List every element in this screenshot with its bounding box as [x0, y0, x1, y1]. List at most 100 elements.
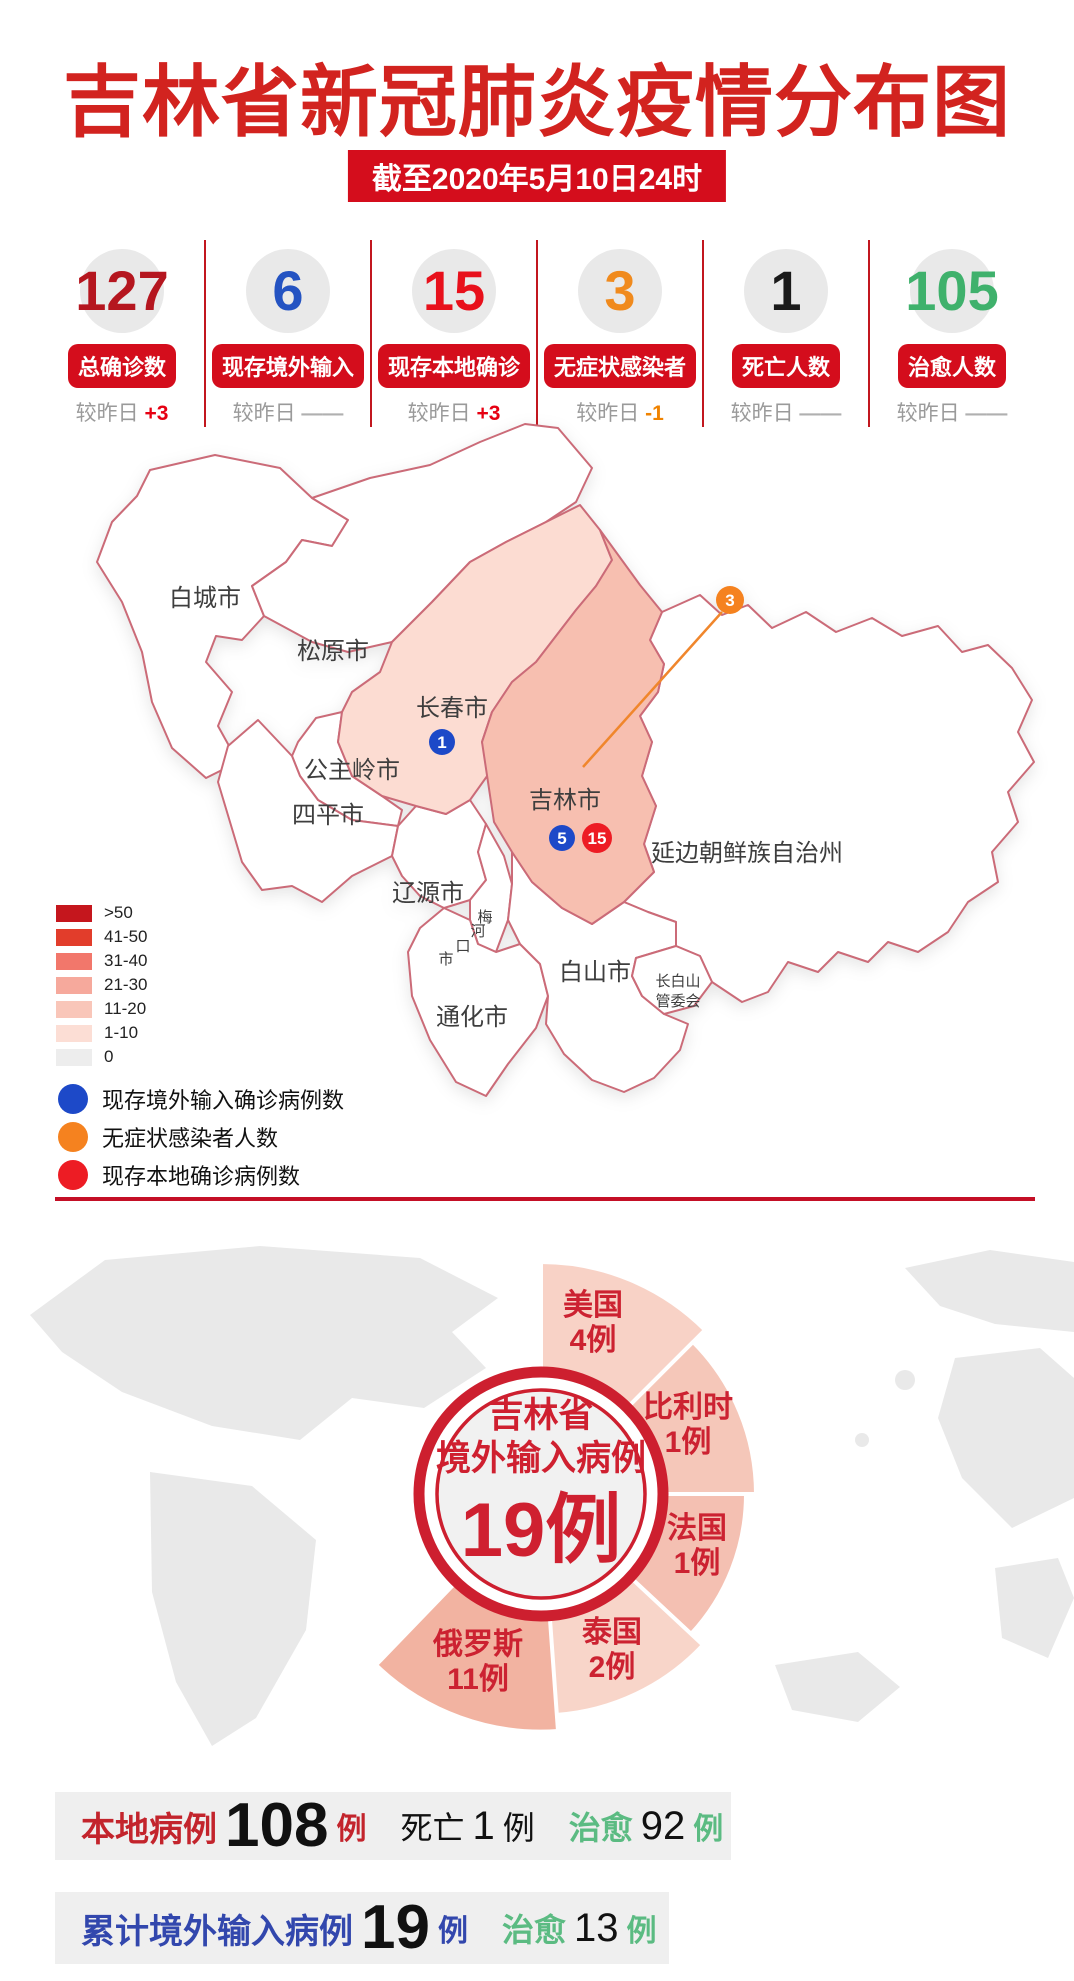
imported-cases-pie-chart: 美国 4例 比利时 1例 法国 1例 泰国 2例 俄罗斯 11例 吉林省 境外输…	[374, 1260, 758, 1734]
stat-active-local: 15 现存本地确诊 较昨日 +3	[370, 240, 536, 427]
marker-jilin-imported-value: 5	[557, 829, 566, 848]
label-changchun: 长春市	[416, 695, 488, 722]
pie-label-france-country: 法国	[667, 1512, 727, 1545]
label-gongzhuling: 公主岭市	[304, 757, 400, 784]
pie-label-thailand-cases: 2例	[589, 1651, 636, 1684]
imported-cases-summary-bar: 累计境外输入病例 19 例 治愈 13 例	[55, 1892, 669, 1964]
region-tonghua	[407, 907, 549, 1097]
stat-label-pill: 现存本地确诊	[377, 344, 530, 388]
legend-range-row: 1-10	[56, 1021, 147, 1045]
cured-unit: 例	[693, 1813, 724, 1846]
legend-dot-row: 现存本地确诊病例数	[58, 1156, 344, 1194]
stat-label-pill: 治愈人数	[897, 344, 1006, 388]
continent-europe	[905, 1250, 1074, 1332]
imported-cases-unit: 例	[437, 1915, 468, 1948]
stat-asymptomatic: 3 无症状感染者 较昨日 -1	[536, 240, 702, 427]
red-dot-icon	[58, 1160, 88, 1190]
pie-center-title-line2: 境外输入病例	[436, 1439, 646, 1478]
cured-value: 92	[640, 1803, 686, 1848]
stat-value-circle: 105	[870, 244, 1034, 338]
label-jilin: 吉林市	[529, 787, 601, 814]
legend-swatch	[56, 976, 92, 994]
as-of-date-banner: 截至2020年5月10日24时	[347, 150, 727, 202]
label-changbaishan-line2: 管委会	[655, 993, 700, 1010]
pie-label-russia-cases: 11例	[447, 1663, 509, 1696]
stat-delta: 较昨日 ——	[232, 402, 344, 425]
marker-jilin-asymptomatic-dot	[716, 586, 744, 614]
pie-label-belgium-cases: 1例	[665, 1426, 712, 1459]
continent-asia	[938, 1348, 1074, 1528]
local-cases-label: 本地病例	[81, 1810, 217, 1849]
island-blob	[895, 1370, 915, 1390]
label-meihekou-char2: 河	[470, 923, 485, 940]
region-yanbian	[623, 594, 1035, 1003]
legend-swatch	[56, 1000, 92, 1018]
imported-cured-label: 治愈	[501, 1912, 566, 1948]
section-divider	[55, 1197, 1035, 1201]
cured-label: 治愈	[568, 1810, 633, 1846]
marker-changchun-imported-dot	[429, 729, 455, 755]
world-map-background	[30, 1246, 1074, 1746]
label-meihekou-char1: 梅	[477, 909, 492, 926]
legend-swatch	[56, 928, 92, 946]
stat-cured: 105 治愈人数 较昨日 ——	[868, 240, 1034, 427]
pie-label-usa-cases: 4例	[570, 1324, 617, 1357]
stat-value-circle: 15	[372, 244, 536, 338]
imported-cured-value: 13	[573, 1905, 619, 1950]
stat-deaths: 1 死亡人数 较昨日 ——	[702, 240, 868, 427]
stat-value-circle: 3	[538, 244, 702, 338]
pie-center-inner-ring	[435, 1388, 647, 1600]
pie-center-total: 19例	[461, 1488, 622, 1573]
page-title: 吉林省新冠肺炎疫情分布图	[62, 58, 1011, 146]
stat-total-confirmed: 127 总确诊数 较昨日 +3	[40, 240, 204, 427]
marker-jilin-asymptomatic-value: 3	[725, 591, 734, 610]
label-tonghua: 通化市	[436, 1004, 508, 1031]
death-value: 1	[472, 1803, 495, 1848]
legend-dot-row: 现存境外输入确诊病例数	[58, 1080, 344, 1118]
pie-label-thailand-country: 泰国	[582, 1616, 642, 1649]
imported-cases-value: 19	[361, 1893, 430, 1962]
label-meihekou-char4: 市	[438, 951, 453, 968]
label-baicheng: 白城市	[169, 585, 241, 612]
continent-south-america	[150, 1472, 316, 1746]
marker-changchun-imported-value: 1	[437, 733, 446, 752]
label-songyuan: 松原市	[297, 638, 369, 665]
local-cases-unit: 例	[336, 1813, 367, 1846]
stat-value-circle: 6	[206, 244, 370, 338]
jilin-province-map: 白城市 松原市 长春市 吉林市 延边朝鲜族自治州 公主岭市 四平市 辽源市 白山…	[96, 423, 1035, 1097]
pie-label-france-cases: 1例	[674, 1547, 721, 1580]
label-siping: 四平市	[292, 802, 364, 829]
marker-legend: 现存境外输入确诊病例数 无症状感染者人数 现存本地确诊病例数	[58, 1080, 344, 1194]
stat-label-pill: 无症状感染者	[543, 344, 696, 388]
stat-delta: 较昨日 -1	[576, 402, 664, 425]
legend-swatch	[56, 952, 92, 970]
legend-swatch	[56, 1024, 92, 1042]
legend-range-row: 21-30	[56, 973, 147, 997]
label-yanbian: 延边朝鲜族自治州	[651, 840, 843, 867]
stat-value-circle: 127	[40, 244, 204, 338]
label-liaoyuan: 辽源市	[392, 880, 464, 907]
region-siping	[217, 719, 399, 903]
stat-value-circle: 1	[704, 244, 868, 338]
label-changbaishan-line1: 长白山	[655, 973, 700, 990]
death-label: 死亡	[400, 1810, 465, 1846]
legend-range-row: 41-50	[56, 925, 147, 949]
stat-delta: 较昨日 ——	[896, 402, 1008, 425]
marker-jilin-local-value: 15	[588, 829, 607, 848]
legend-range-row: 11-20	[56, 997, 147, 1021]
stats-row: 127 总确诊数 较昨日 +3 6 现存境外输入 较昨日 —— 15 现存本地确…	[40, 240, 1034, 427]
blue-dot-icon	[58, 1084, 88, 1114]
island-blob	[855, 1433, 869, 1447]
legend-range-row: >50	[56, 901, 147, 925]
asymptomatic-callout-line	[582, 611, 723, 768]
stat-label-pill: 总确诊数	[67, 344, 176, 388]
orange-dot-icon	[58, 1122, 88, 1152]
continent-africa	[995, 1558, 1074, 1658]
pie-label-russia-country: 俄罗斯	[432, 1628, 523, 1661]
legend-swatch	[56, 904, 92, 922]
region-changbaishan	[631, 945, 713, 1015]
continent-north-america	[30, 1246, 498, 1440]
local-cases-summary-bar: 本地病例 108 例 死亡 1 例 治愈 92 例	[55, 1792, 731, 1860]
death-unit: 例	[502, 1810, 535, 1846]
